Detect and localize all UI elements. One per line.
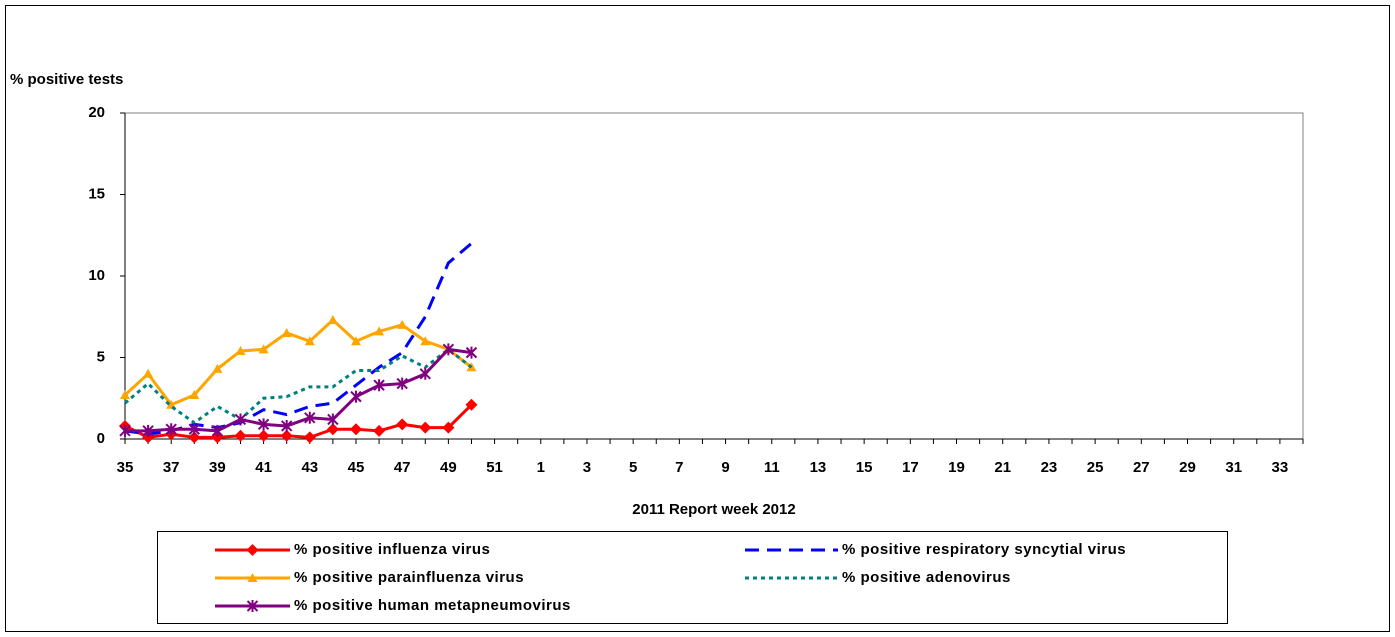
marker [304,411,316,424]
marker [442,343,455,356]
marker [419,421,432,434]
marker [235,345,246,355]
y-tick-label: 20 [88,104,105,121]
marker [234,413,247,426]
marker [327,413,339,426]
marker [326,423,339,436]
marker [258,344,269,354]
x-tick-label: 41 [255,459,272,476]
marker [396,377,408,390]
marker [189,389,200,399]
marker [142,424,154,437]
marker [397,319,408,329]
x-tick-label: 27 [1133,459,1150,476]
x-tick-label: 35 [117,459,134,476]
marker [442,421,455,434]
x-tick-label: 13 [810,459,827,476]
marker [143,368,154,378]
x-tick-label: 49 [440,459,457,476]
legend-label: % positive human metapneumovirus [294,597,571,614]
y-tick-label: 5 [97,348,105,365]
marker [374,326,385,336]
marker [165,423,177,436]
x-tick-label: 7 [675,459,683,476]
marker [350,336,361,346]
marker [188,431,201,444]
x-tick-label: 11 [764,459,780,476]
marker [465,398,478,411]
x-tick-label: 45 [348,459,365,476]
marker [304,336,315,346]
legend-label: % positive adenovirus [842,569,1011,586]
marker [188,423,201,436]
x-tick-label: 51 [486,459,503,476]
legend-marker [246,600,259,612]
y-axis-label: % positive tests [10,71,123,88]
x-tick-label: 33 [1272,459,1289,476]
marker [373,424,386,437]
marker [211,424,224,437]
x-axis-label: 2011 Report week 2012 [632,501,795,518]
x-tick-label: 47 [394,459,411,476]
marker [280,429,293,442]
marker [396,418,409,431]
x-tick-label: 3 [583,459,591,476]
x-tick-label: 21 [994,459,1011,476]
marker [327,315,338,325]
y-tick-label: 15 [88,185,105,202]
marker [281,328,292,338]
plot-area [124,112,1304,440]
x-tick-label: 37 [163,459,180,476]
x-tick-label: 43 [301,459,318,476]
x-tick-label: 23 [1041,459,1058,476]
marker [465,346,478,359]
series-line [125,347,472,433]
x-tick-label: 39 [209,459,226,476]
x-tick-label: 15 [856,459,873,476]
marker [373,379,385,392]
marker [420,336,431,346]
x-tick-label: 31 [1225,459,1242,476]
marker [234,429,247,442]
x-tick-label: 1 [537,459,545,476]
x-tick-label: 5 [629,459,637,476]
x-tick-label: 9 [721,459,729,476]
x-tick-label: 25 [1087,459,1104,476]
marker [303,431,316,444]
legend-marker [246,544,259,556]
series-line [124,403,473,439]
marker [419,367,431,380]
legend-marker [247,573,258,582]
legend-box [157,531,1228,624]
marker [280,419,293,432]
marker [120,389,130,399]
legend-label: % positive influenza virus [294,541,490,558]
marker [350,390,362,403]
legend-label: % positive parainfluenza virus [294,569,524,586]
marker [257,418,270,431]
y-tick-label: 10 [88,267,105,284]
series-line [124,242,473,436]
marker [257,429,270,442]
marker [212,363,223,373]
series-line [123,317,473,407]
y-tick-label: 0 [97,430,105,447]
x-tick-label: 17 [902,459,919,476]
x-tick-label: 29 [1179,459,1196,476]
marker [119,424,131,437]
x-tick-label: 19 [948,459,965,476]
legend-label: % positive respiratory syncytial virus [842,541,1126,558]
marker [349,423,362,436]
